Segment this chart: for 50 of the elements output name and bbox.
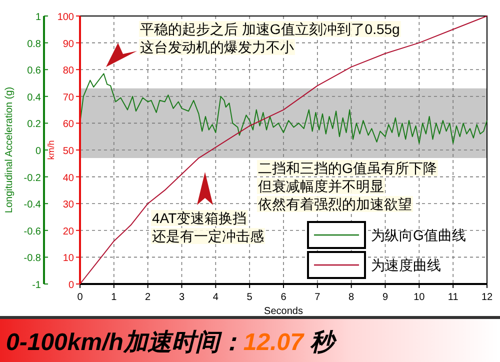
text: 0-100km/h加速时间：12.07 秒 (6, 329, 338, 356)
x-tick-label: 3 (178, 292, 185, 303)
x-tick-label: 1 (111, 292, 118, 303)
y-axis-title: km/h (46, 140, 56, 160)
line-series (80, 16, 488, 284)
annotation: 4AT变速箱换挡 (152, 210, 247, 226)
y2-tick-label: 0 (35, 146, 42, 157)
y2-tick-label: -1 (32, 280, 42, 291)
y2-tick-label: -0.2 (24, 172, 42, 184)
annotation: 还是有一定冲击感 (152, 228, 264, 244)
y2-tick-label: 0.4 (27, 92, 42, 104)
y-tick-label: 60 (62, 119, 74, 130)
x-tick-label: 12 (481, 292, 493, 303)
x-tick-label: 4 (212, 292, 219, 303)
x-tick-label: 0 (77, 292, 84, 303)
y2-axis-title: Longitudinal Acceleration (g) (4, 86, 15, 214)
legend-label: 为纵向G值曲线 (371, 227, 466, 243)
y2-tick-label: 0.6 (27, 66, 42, 77)
y-tick-label: 70 (62, 92, 74, 104)
annotation: 但衰减幅度并不明显 (258, 178, 384, 194)
y-tick-label: 20 (62, 226, 74, 238)
annotation: 平稳的起步之后 加速G值立刻冲到了0.55g (140, 21, 400, 37)
y2-tick-label: 1 (35, 12, 42, 23)
y-tick-label: 10 (62, 253, 74, 264)
x-tick-label: 11 (448, 292, 459, 303)
y2-tick-label: 0.2 (27, 119, 42, 130)
x-tick-label: 8 (348, 292, 355, 303)
y-tick-label: 0 (68, 280, 74, 291)
annotation: 依然有着强烈的加速欲望 (258, 196, 412, 212)
y2-tick-label: 0.8 (27, 38, 42, 50)
y2-tick-label: -0.8 (24, 253, 42, 264)
x-axis-title: Seconds (264, 306, 303, 317)
annotation: 这台发动机的爆发力不小 (140, 39, 294, 55)
x-tick-label: 9 (382, 292, 388, 303)
x-tick-label: 2 (145, 292, 152, 303)
y-tick-label: 50 (62, 146, 74, 157)
y-tick-label: 40 (62, 172, 74, 184)
legend-label: 为速度曲线 (371, 257, 441, 273)
y-tick-label: 90 (62, 38, 74, 50)
x-tick-label: 6 (280, 292, 287, 303)
y-tick-label: 80 (62, 66, 74, 77)
y2-tick-label: -0.4 (24, 200, 42, 211)
line-series (80, 73, 488, 144)
x-tick-label: 7 (314, 292, 321, 303)
x-tick-label: 10 (414, 292, 426, 303)
y-tick-label: 30 (62, 200, 74, 211)
x-tick-label: 5 (246, 292, 253, 303)
y-tick-label: 100 (57, 12, 74, 23)
annotation: 二挡和三挡的G值虽有所下降 (258, 160, 437, 176)
y2-tick-label: -0.6 (24, 226, 42, 238)
